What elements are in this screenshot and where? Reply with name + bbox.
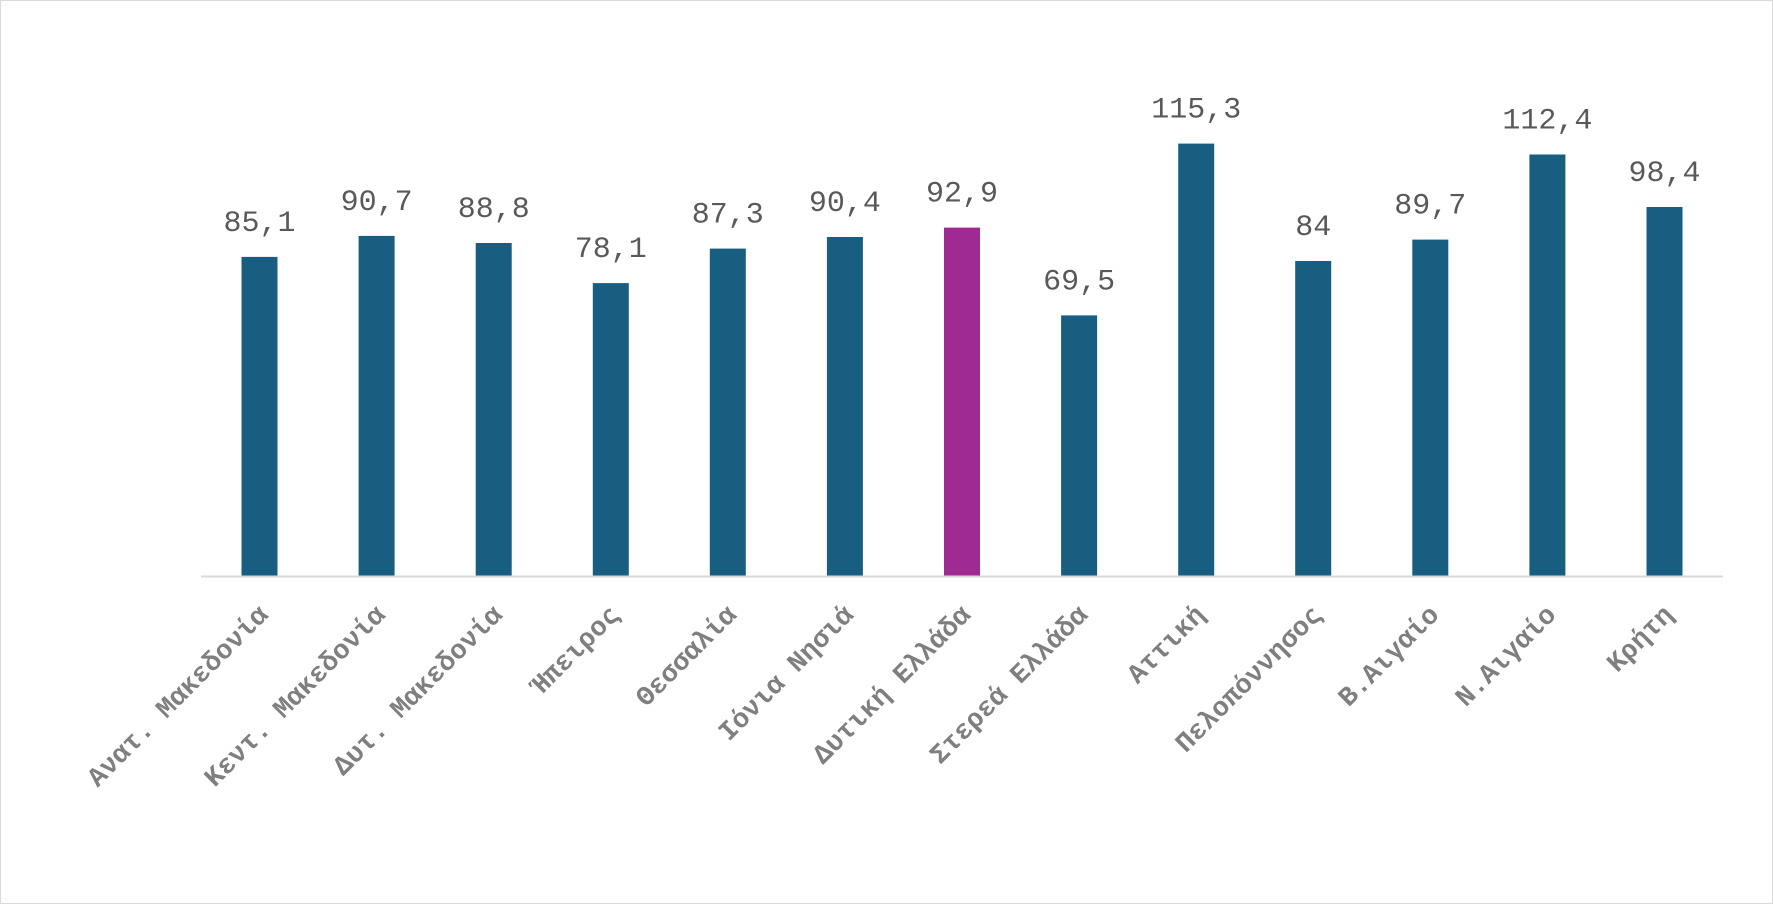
data-label: 90,4 bbox=[809, 187, 881, 221]
bar bbox=[1412, 239, 1449, 576]
data-label: 89,7 bbox=[1394, 190, 1466, 224]
data-label: 98,4 bbox=[1628, 157, 1700, 191]
bar bbox=[1295, 261, 1332, 576]
data-label: 112,4 bbox=[1502, 105, 1592, 139]
bar bbox=[1061, 315, 1098, 576]
bars-group bbox=[241, 143, 1683, 576]
bar bbox=[1646, 207, 1683, 576]
data-label: 92,9 bbox=[926, 178, 998, 212]
data-label: 87,3 bbox=[692, 199, 764, 233]
bar bbox=[1529, 154, 1566, 576]
data-label: 88,8 bbox=[458, 193, 530, 227]
data-label: 69,5 bbox=[1043, 265, 1115, 299]
category-label: Ν.Αιγαίο bbox=[1450, 600, 1564, 714]
bar bbox=[1178, 143, 1215, 576]
category-label: Αττική bbox=[1123, 601, 1213, 691]
category-label: Κρήτη bbox=[1602, 601, 1681, 679]
category-label: Β.Αιγαίο bbox=[1333, 600, 1447, 714]
bar bbox=[826, 237, 863, 576]
bar bbox=[944, 227, 980, 576]
data-label: 90,7 bbox=[341, 186, 413, 220]
bar bbox=[592, 283, 629, 576]
category-label: Θεσσαλία bbox=[631, 600, 745, 714]
bar bbox=[709, 248, 746, 576]
data-label: 78,1 bbox=[575, 233, 647, 267]
bar bbox=[358, 235, 395, 576]
data-label: 85,1 bbox=[223, 207, 295, 241]
bar bbox=[475, 243, 512, 576]
data-label: 84 bbox=[1295, 211, 1331, 245]
category-label: Ήπειρος bbox=[525, 601, 627, 703]
value-labels-group: 85,1 90,7 88,8 78,1 87,3 90,4 92,9 69,5 115,3 84 8… bbox=[223, 94, 1700, 300]
data-label: 115,3 bbox=[1151, 94, 1241, 128]
bar bbox=[241, 256, 278, 576]
